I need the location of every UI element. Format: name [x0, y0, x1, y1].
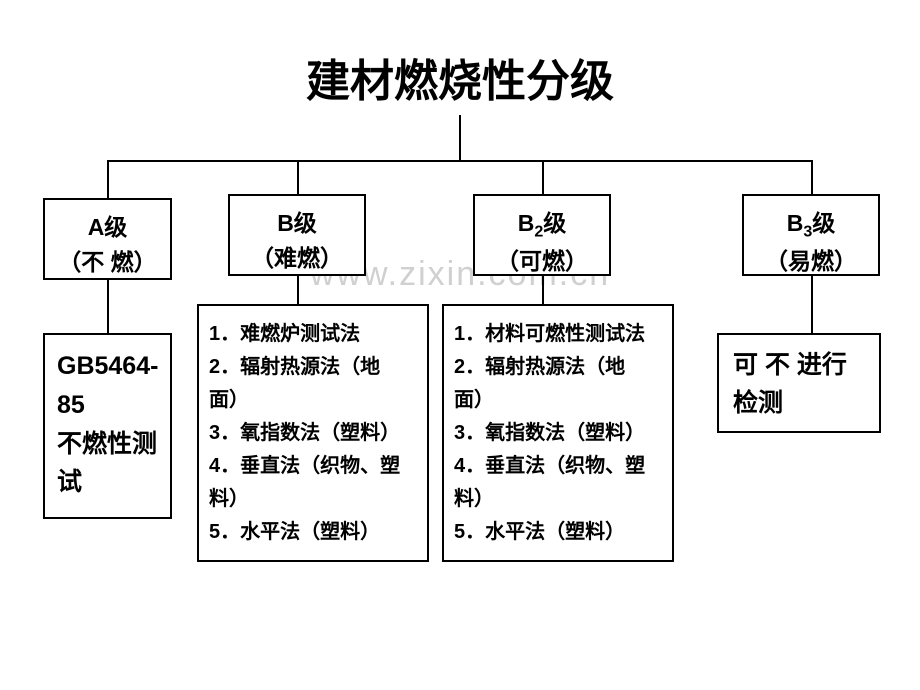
- desc-box-a: GB5464-85不燃性测试: [43, 333, 172, 519]
- level-box-b: B级（难燃）: [228, 194, 366, 276]
- connector-vline-b2-2: [542, 276, 544, 304]
- diagram-title: 建材燃烧性分级: [0, 45, 920, 109]
- connector-vline-a-2: [107, 280, 109, 333]
- desc-box-b2: 1．材料可燃性测试法2．辐射热源法（地面）3．氧指数法（塑料）4．垂直法（织物、…: [442, 304, 674, 562]
- level-box-b3: B3级（易燃）: [742, 194, 880, 276]
- connector-vline-b2-1: [542, 160, 544, 194]
- connector-vline-b-1: [297, 160, 299, 194]
- connector-vline-b3-1: [811, 160, 813, 194]
- connector-vline-b3-2: [811, 276, 813, 333]
- connector-vline-title: [459, 115, 461, 160]
- connector-vline-b-2: [297, 276, 299, 304]
- desc-box-b: 1．难燃炉测试法2．辐射热源法（地面）3．氧指数法（塑料）4．垂直法（织物、塑料…: [197, 304, 429, 562]
- connector-vline-a-1: [107, 160, 109, 198]
- connector-hline-top: [107, 160, 813, 162]
- level-box-b2: B2级（可燃）: [473, 194, 611, 276]
- level-box-a: A级（不 燃）: [43, 198, 172, 280]
- desc-box-b3: 可 不 进行检测: [717, 333, 881, 433]
